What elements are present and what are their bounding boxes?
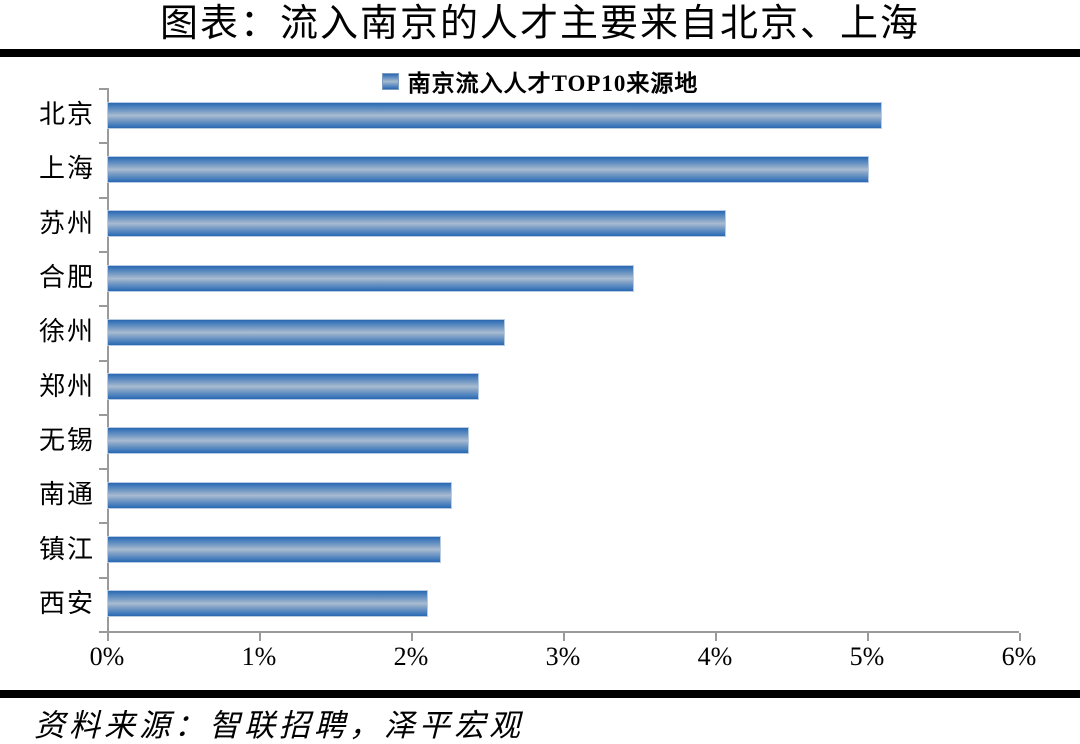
category-label-6: 郑州 (38, 371, 95, 401)
y-axis-tick (99, 577, 107, 579)
x-axis-tick (563, 633, 565, 641)
x-axis-tick (107, 633, 109, 641)
bar-5 (107, 318, 505, 346)
y-axis-tick (99, 631, 107, 633)
top-divider-rule (0, 49, 1080, 57)
x-axis-tick-label: 3% (545, 642, 581, 671)
chart-legend: 南京流入人才TOP10来源地 (0, 64, 1080, 98)
bar-1 (107, 101, 882, 129)
bar-3 (107, 210, 726, 238)
x-axis-line (99, 631, 1019, 633)
x-axis-tick-label: 4% (697, 642, 733, 671)
category-label-3: 苏州 (38, 208, 95, 238)
legend-label: 南京流入人才TOP10来源地 (407, 71, 699, 96)
x-axis-tick-label: 1% (241, 642, 277, 671)
y-axis-tick (99, 360, 107, 362)
x-axis-tick (867, 633, 869, 641)
y-axis-tick (99, 88, 107, 90)
x-axis-tick-label: 6% (1001, 642, 1037, 671)
x-axis-tick (1019, 633, 1021, 641)
bottom-divider-rule (0, 690, 1080, 698)
x-axis-tick (411, 633, 413, 641)
bar-6 (107, 373, 479, 401)
bar-4 (107, 264, 634, 292)
category-label-9: 镇江 (38, 534, 95, 564)
y-axis-tick (99, 305, 107, 307)
x-axis-tick-label: 0% (89, 642, 125, 671)
category-label-10: 西安 (38, 588, 95, 618)
category-label-4: 合肥 (38, 263, 95, 293)
y-axis-tick (99, 251, 107, 253)
y-axis-tick (99, 142, 107, 144)
x-axis-tick (259, 633, 261, 641)
category-label-5: 徐州 (38, 317, 95, 347)
category-label-1: 北京 (38, 100, 95, 130)
y-axis-tick (99, 468, 107, 470)
x-axis-tick-label: 5% (849, 642, 885, 671)
source-note: 资料来源：智联招聘，泽平宏观 (34, 708, 524, 743)
bar-7 (107, 427, 469, 455)
bar-2 (107, 155, 869, 183)
bar-9 (107, 536, 441, 564)
x-axis-tick (715, 633, 717, 641)
legend-swatch-icon (381, 72, 399, 90)
y-axis-tick (99, 414, 107, 416)
bar-chart-plot-area (107, 88, 1019, 631)
y-axis-tick (99, 197, 107, 199)
y-axis-tick (99, 522, 107, 524)
bar-8 (107, 481, 452, 509)
category-label-2: 上海 (38, 154, 95, 184)
category-label-7: 无锡 (38, 425, 95, 455)
page-title: 图表：流入南京的人才主要来自北京、上海 (159, 3, 920, 45)
bar-10 (107, 590, 428, 618)
x-axis-tick-label: 2% (393, 642, 429, 671)
category-label-8: 南通 (38, 480, 95, 510)
y-axis-line (107, 88, 109, 639)
